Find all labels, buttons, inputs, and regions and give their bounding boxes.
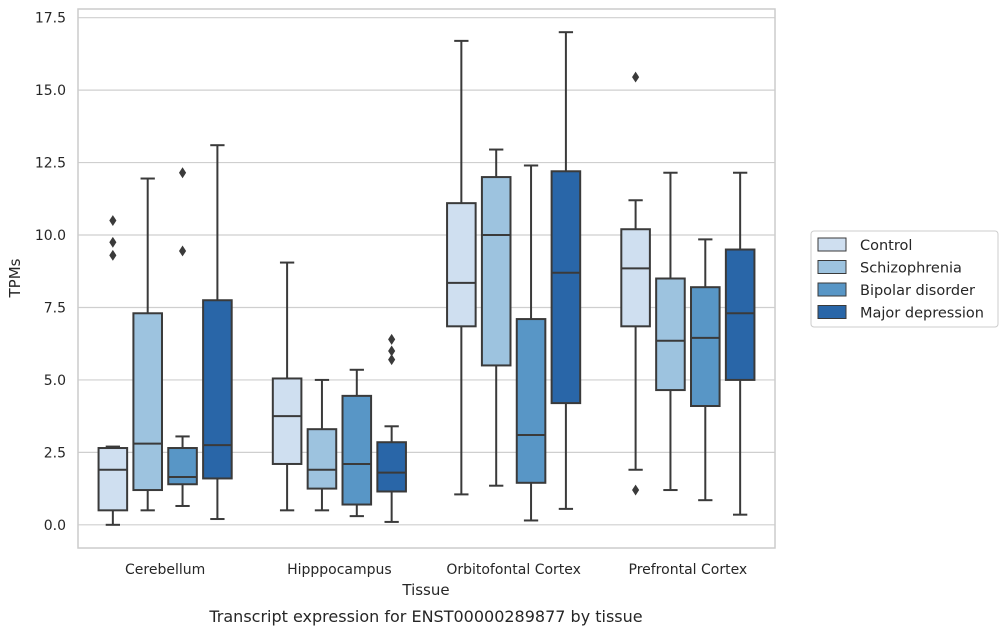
outlier-point: [109, 215, 117, 227]
y-axis-ticks: 0.0 2.5 5.0 7.5 10.0 12.5 15.0 17.5: [35, 11, 66, 534]
chart-caption: Transcript expression for ENST0000028987…: [208, 607, 642, 626]
x-tick-label: Cerebellum: [125, 562, 205, 578]
box-schizophrenia: [132, 177, 163, 512]
y-tick-label: 17.5: [35, 11, 66, 27]
outlier-point: [388, 333, 396, 345]
iqr-box: [446, 202, 477, 328]
legend-label: Control: [860, 238, 912, 254]
box-major-depression: [376, 333, 407, 523]
y-axis-title: TPMs: [6, 258, 24, 298]
legend-swatch: [817, 237, 847, 252]
x-tick-label: Hipppocampus: [287, 562, 392, 578]
y-tick-label: 5.0: [44, 373, 66, 389]
iqr-box: [480, 176, 512, 367]
iqr-box: [132, 312, 163, 492]
box-control: [97, 215, 129, 526]
iqr-box: [690, 286, 721, 408]
box-bipolar-disorder: [690, 238, 721, 502]
legend-label: Schizophrenia: [860, 261, 962, 277]
y-tick-label: 0.0: [44, 518, 66, 534]
outlier-point: [388, 345, 396, 357]
iqr-box: [97, 447, 129, 512]
box-control: [446, 39, 477, 496]
y-tick-label: 2.5: [44, 445, 66, 461]
box-schizophrenia: [480, 148, 512, 487]
x-tick-label: Orbitofontal Cortex: [446, 562, 581, 578]
plot-area-frame: [77, 8, 776, 549]
legend-swatch: [817, 260, 847, 274]
outlier-point: [632, 71, 640, 83]
x-tick-label: Prefrontal Cortex: [629, 562, 748, 578]
iqr-box: [202, 299, 233, 480]
legend-frame: [810, 230, 999, 328]
box-major-depression: [550, 31, 582, 510]
outlier-point: [109, 249, 117, 261]
legend-label: Bipolar disorder: [860, 283, 975, 299]
iqr-box: [306, 428, 338, 490]
box-major-depression: [724, 171, 756, 516]
x-axis-ticks: Cerebellum Hipppocampus Orbitofontal Corte…: [125, 562, 747, 578]
box-bipolar-disorder: [515, 164, 547, 522]
y-tick-label: 7.5: [44, 300, 66, 316]
legend-swatch: [817, 305, 847, 319]
box-schizophrenia: [655, 171, 686, 492]
outlier-point: [109, 236, 117, 248]
outlier-point: [632, 484, 640, 496]
outlier-point: [388, 354, 396, 366]
legend-swatch: [817, 282, 847, 297]
iqr-box: [376, 441, 407, 493]
iqr-box: [515, 318, 547, 484]
iqr-box: [655, 277, 686, 392]
box-bipolar-disorder: [341, 368, 373, 518]
legend: Control Schizophrenia Bipolar disorder Majo…: [810, 230, 999, 328]
box-major-depression: [202, 144, 233, 521]
y-tick-label: 15.0: [35, 83, 66, 99]
iqr-box: [550, 170, 582, 405]
outlier-point: [178, 245, 187, 257]
outlier-point: [178, 167, 187, 179]
box-bipolar-disorder: [167, 167, 198, 507]
y-tick-label: 10.0: [35, 228, 66, 244]
iqr-box: [341, 394, 373, 506]
boxes: [97, 31, 756, 526]
box-schizophrenia: [306, 378, 338, 512]
x-axis-title: Tissue: [401, 581, 449, 599]
y-tick-label: 12.5: [35, 156, 66, 172]
box-control: [620, 71, 651, 496]
box-control: [271, 261, 303, 512]
legend-label: Major depression: [860, 306, 984, 322]
iqr-box: [271, 377, 303, 465]
iqr-box: [167, 447, 198, 486]
iqr-box: [620, 228, 651, 328]
iqr-box: [724, 248, 756, 381]
